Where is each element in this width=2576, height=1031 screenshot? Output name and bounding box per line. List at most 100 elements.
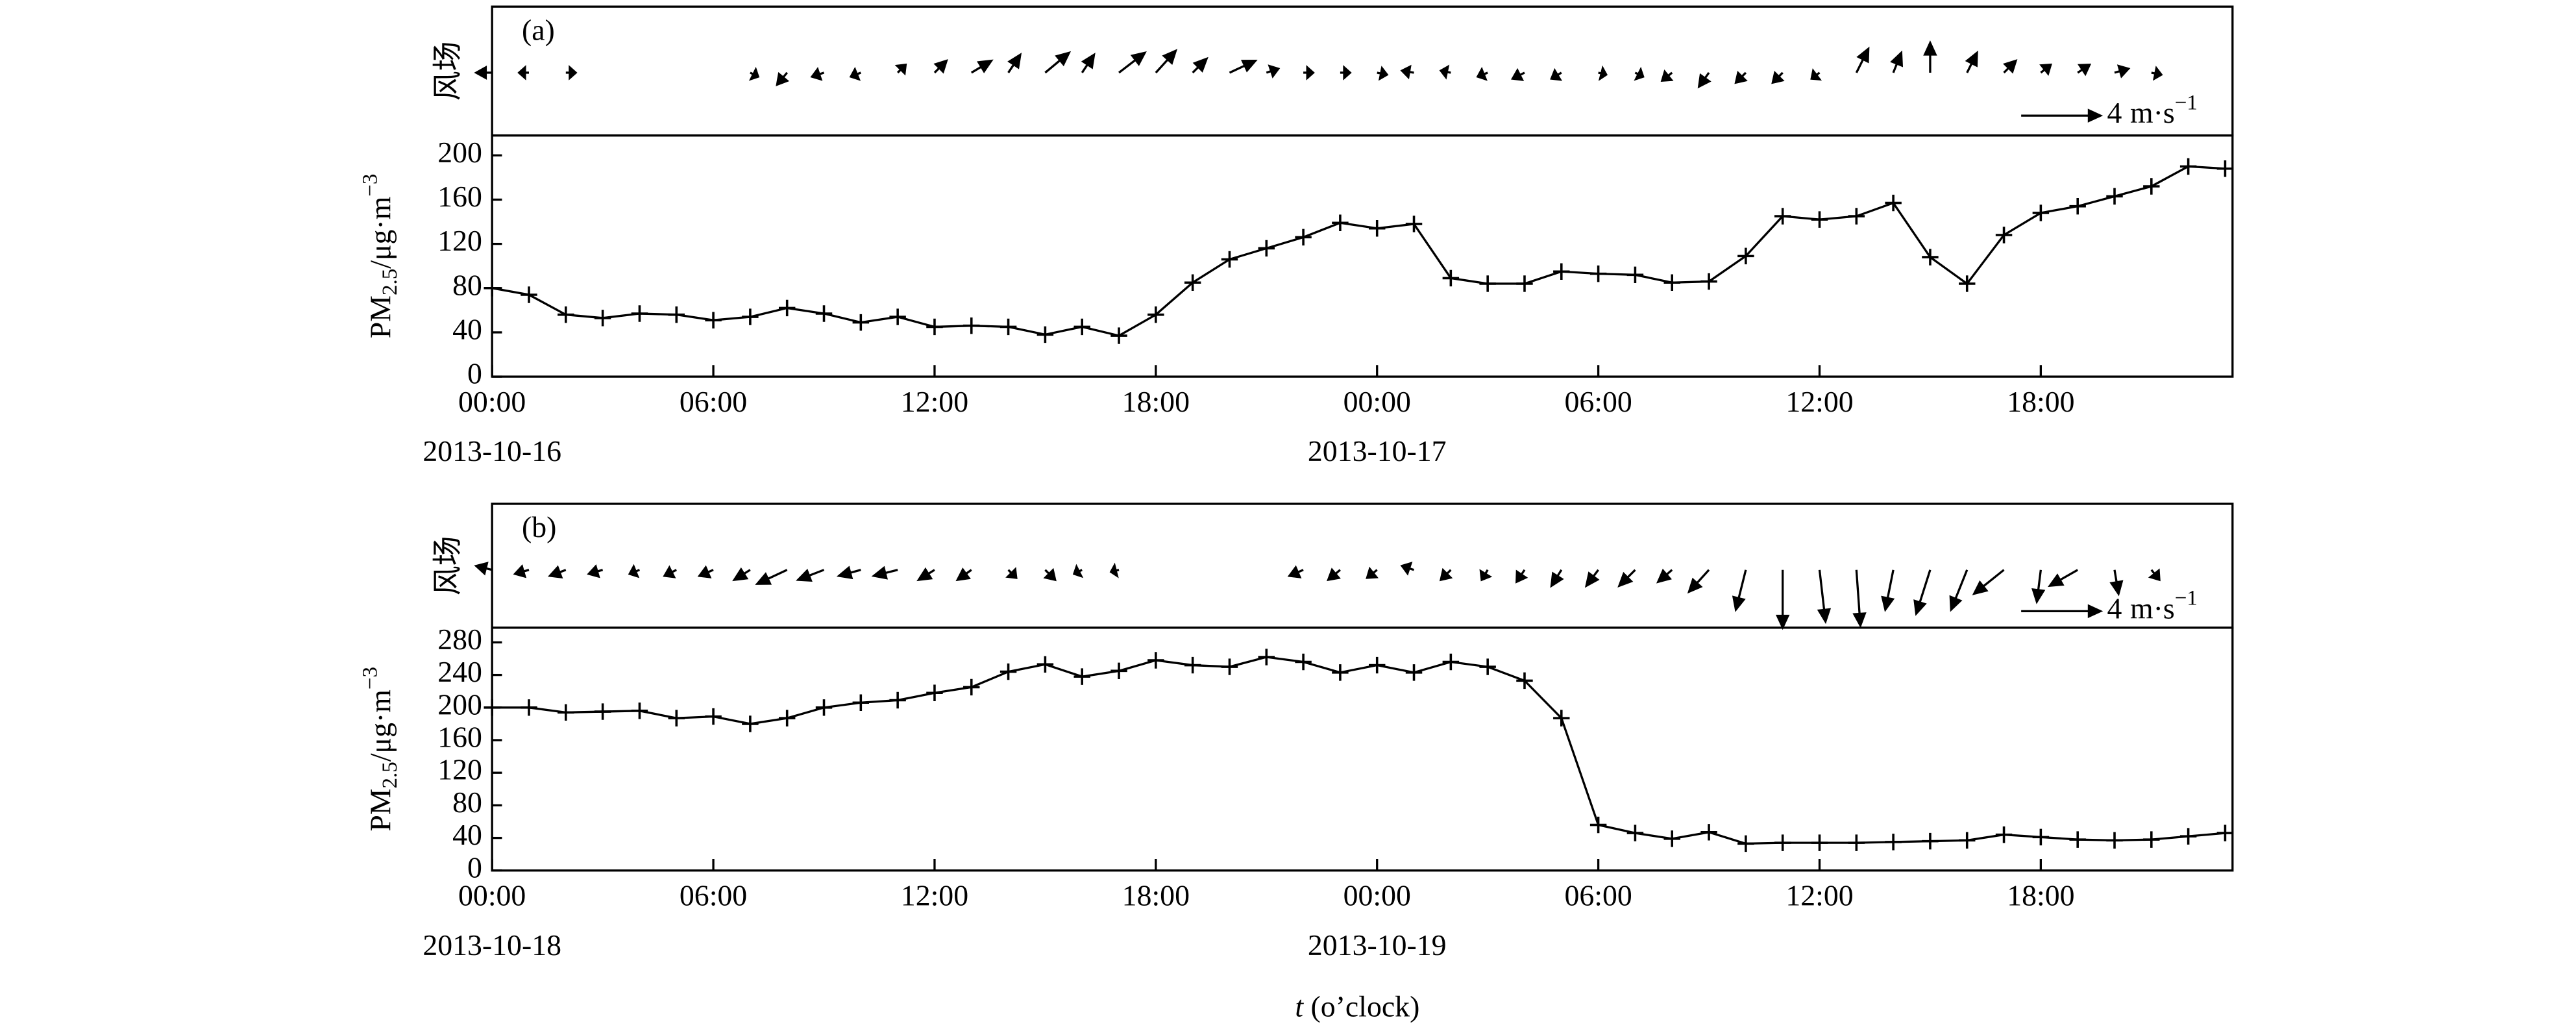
wind-arrow	[1598, 65, 1608, 81]
pm-marker	[705, 708, 722, 725]
pm-marker	[2106, 832, 2123, 849]
pm-marker	[1516, 672, 1533, 689]
pm-marker	[2179, 828, 2197, 845]
x-tick-label: 12:00	[901, 879, 968, 912]
pm-marker	[1110, 662, 1127, 680]
pm-marker	[2143, 831, 2160, 848]
y-tick-label: 40	[452, 312, 482, 345]
pm-marker	[742, 308, 759, 325]
wind-arrow	[1584, 569, 1600, 588]
pm-marker	[1405, 216, 1423, 232]
pm-marker	[1479, 275, 1496, 292]
x-tick-label: 06:00	[680, 385, 747, 418]
pm-marker	[1037, 656, 1054, 673]
pm-marker	[631, 702, 648, 719]
wind-arrow	[1890, 50, 1904, 73]
wind-arrow	[1007, 53, 1022, 73]
wind-arrow	[1043, 567, 1057, 582]
pm-marker	[1922, 832, 1939, 850]
pm-marker	[2069, 831, 2086, 848]
x-tick-label: 00:00	[458, 879, 526, 912]
wind-arrow	[916, 567, 935, 582]
wind-arrow	[1550, 68, 1563, 81]
wind-arrow	[871, 565, 898, 580]
x-tick-label: 18:00	[1122, 879, 1190, 912]
pm-marker	[1848, 834, 1865, 851]
wind-arrow	[2114, 64, 2131, 79]
pm-marker	[1258, 240, 1275, 257]
pm-marker	[1774, 834, 1791, 851]
pm-marker	[778, 710, 796, 727]
pm-marker	[1663, 830, 1680, 847]
wind-arrow	[1810, 68, 1822, 81]
wind-arrow	[587, 564, 604, 578]
pm-marker	[742, 715, 759, 732]
x-tick-label: 12:00	[1785, 385, 1853, 418]
pm-marker	[2179, 158, 2197, 175]
pm-marker	[1000, 663, 1017, 680]
wind-arrow	[1400, 562, 1415, 576]
pm-marker	[1295, 229, 1312, 246]
wind-arrow	[1687, 569, 1710, 594]
y-tick-label: 280	[437, 623, 482, 656]
pm-marker	[1589, 816, 1607, 834]
wind-arrow	[1266, 64, 1281, 79]
reference-value: 4	[2107, 591, 2122, 625]
wind-arrow	[2109, 569, 2124, 597]
pm-marker	[926, 684, 943, 701]
wind-arrow	[1697, 71, 1711, 89]
pm-marker	[1368, 220, 1386, 237]
wind-arrow	[1327, 567, 1341, 582]
wind-arrow	[1510, 68, 1525, 81]
wind-arrow	[1949, 569, 1969, 612]
pm-marker	[594, 310, 611, 327]
y-tick-label: 40	[452, 818, 482, 851]
y-label-unit: /μg·m	[363, 689, 397, 762]
wind-arrow	[1192, 56, 1208, 74]
y-label-main: PM	[363, 788, 397, 831]
pm-marker	[1700, 273, 1717, 290]
wind-arrow	[1439, 64, 1451, 80]
pm-marker	[2069, 197, 2086, 215]
panel-label: (b)	[522, 510, 556, 543]
y-label-sup: −3	[358, 174, 382, 197]
pm-marker	[2143, 178, 2160, 195]
wind-arrow	[755, 569, 788, 585]
pm-marker	[558, 704, 574, 721]
pm-marker	[815, 305, 833, 322]
y-label-sup: −3	[358, 667, 382, 689]
wind-arrow	[1377, 66, 1389, 81]
pm-marker	[963, 678, 980, 696]
x-label-rest: (o’clock)	[1303, 989, 1419, 1023]
pm-marker	[631, 305, 648, 322]
pm-marker	[1295, 653, 1312, 671]
wind-arrow	[2077, 63, 2092, 77]
wind-arrow	[2148, 568, 2161, 582]
pm-marker	[1073, 318, 1090, 336]
pm-marker	[521, 699, 537, 716]
wind-arrow	[1366, 566, 1379, 579]
pm-marker	[778, 299, 796, 317]
wind-arrow	[1476, 66, 1488, 81]
pm-marker	[1553, 263, 1570, 280]
pm-marker	[1922, 249, 1939, 266]
pm-marker	[1000, 318, 1017, 336]
pm-marker	[2106, 188, 2123, 205]
pm-marker	[815, 699, 833, 716]
pm-marker	[1332, 664, 1349, 681]
pm-marker	[1037, 326, 1054, 343]
pm-marker	[1184, 274, 1201, 291]
wind-arrow	[1732, 569, 1747, 612]
pm-marker	[484, 280, 500, 297]
wind-arrow	[1155, 49, 1178, 74]
pm-marker	[521, 286, 537, 303]
pm-marker	[558, 306, 574, 323]
pm-marker	[963, 317, 980, 334]
pm-marker	[1589, 265, 1607, 282]
wind-arrow	[1229, 59, 1258, 74]
wind-arrow	[1734, 71, 1748, 84]
wind-arrow	[1072, 564, 1084, 578]
wind-arrow	[1118, 51, 1147, 74]
pm-marker	[1626, 825, 1644, 841]
wind-arrow	[474, 66, 493, 80]
